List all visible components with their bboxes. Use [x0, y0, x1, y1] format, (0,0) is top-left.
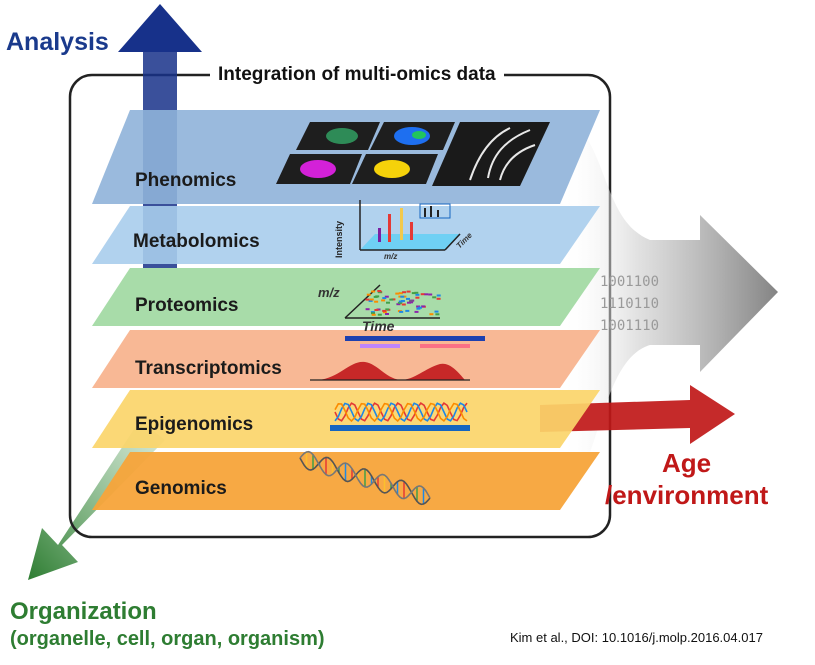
- integration-title: Integration of multi-omics data: [210, 64, 504, 86]
- epigenomics-plot: [330, 402, 470, 431]
- binary-line-3: 1001110: [600, 318, 660, 334]
- proteomics-mz-label: m/z: [318, 285, 340, 300]
- transcriptomics-plot: [310, 336, 485, 381]
- layer-label-proteomics: Proteomics: [135, 295, 239, 316]
- layer-label-transcriptomics: Transcriptomics: [135, 358, 282, 379]
- citation: Kim et al., DOI: 10.1016/j.molp.2016.04.…: [510, 630, 763, 645]
- metabolomics-plot: [359, 200, 461, 251]
- layer-label-epigenomics: Epigenomics: [135, 414, 254, 435]
- layer-proteomics: [92, 268, 600, 326]
- proteomics-plot: [344, 284, 441, 319]
- age-axis-label: Age: [662, 448, 712, 478]
- organization-axis-label: Organization: [10, 598, 157, 625]
- phenomics-images: [276, 122, 550, 186]
- age-arrow: [540, 385, 735, 444]
- environment-axis-label: /environment: [605, 480, 769, 510]
- organization-axis-sublabel: (organelle, cell, organ, organism): [10, 628, 325, 650]
- intensity-axis-label: Intensity: [334, 220, 344, 258]
- layer-label-genomics: Genomics: [135, 478, 227, 499]
- binary-line-1: 1001100: [600, 274, 660, 290]
- binary-line-2: 1110110: [600, 296, 660, 312]
- layer-metabolomics: [92, 206, 600, 264]
- layer-epigenomics: [92, 390, 600, 448]
- dna-helix: [299, 450, 431, 506]
- output-swoosh: [560, 110, 778, 510]
- metabolomics-mz-label: m/z: [384, 252, 398, 261]
- layer-label-metabolomics: Metabolomics: [133, 231, 260, 252]
- analysis-axis-label: Analysis: [6, 28, 109, 56]
- layer-label-phenomics: Phenomics: [135, 170, 237, 191]
- proteomics-time-label: Time: [362, 318, 395, 334]
- layer-transcriptomics: [92, 330, 600, 388]
